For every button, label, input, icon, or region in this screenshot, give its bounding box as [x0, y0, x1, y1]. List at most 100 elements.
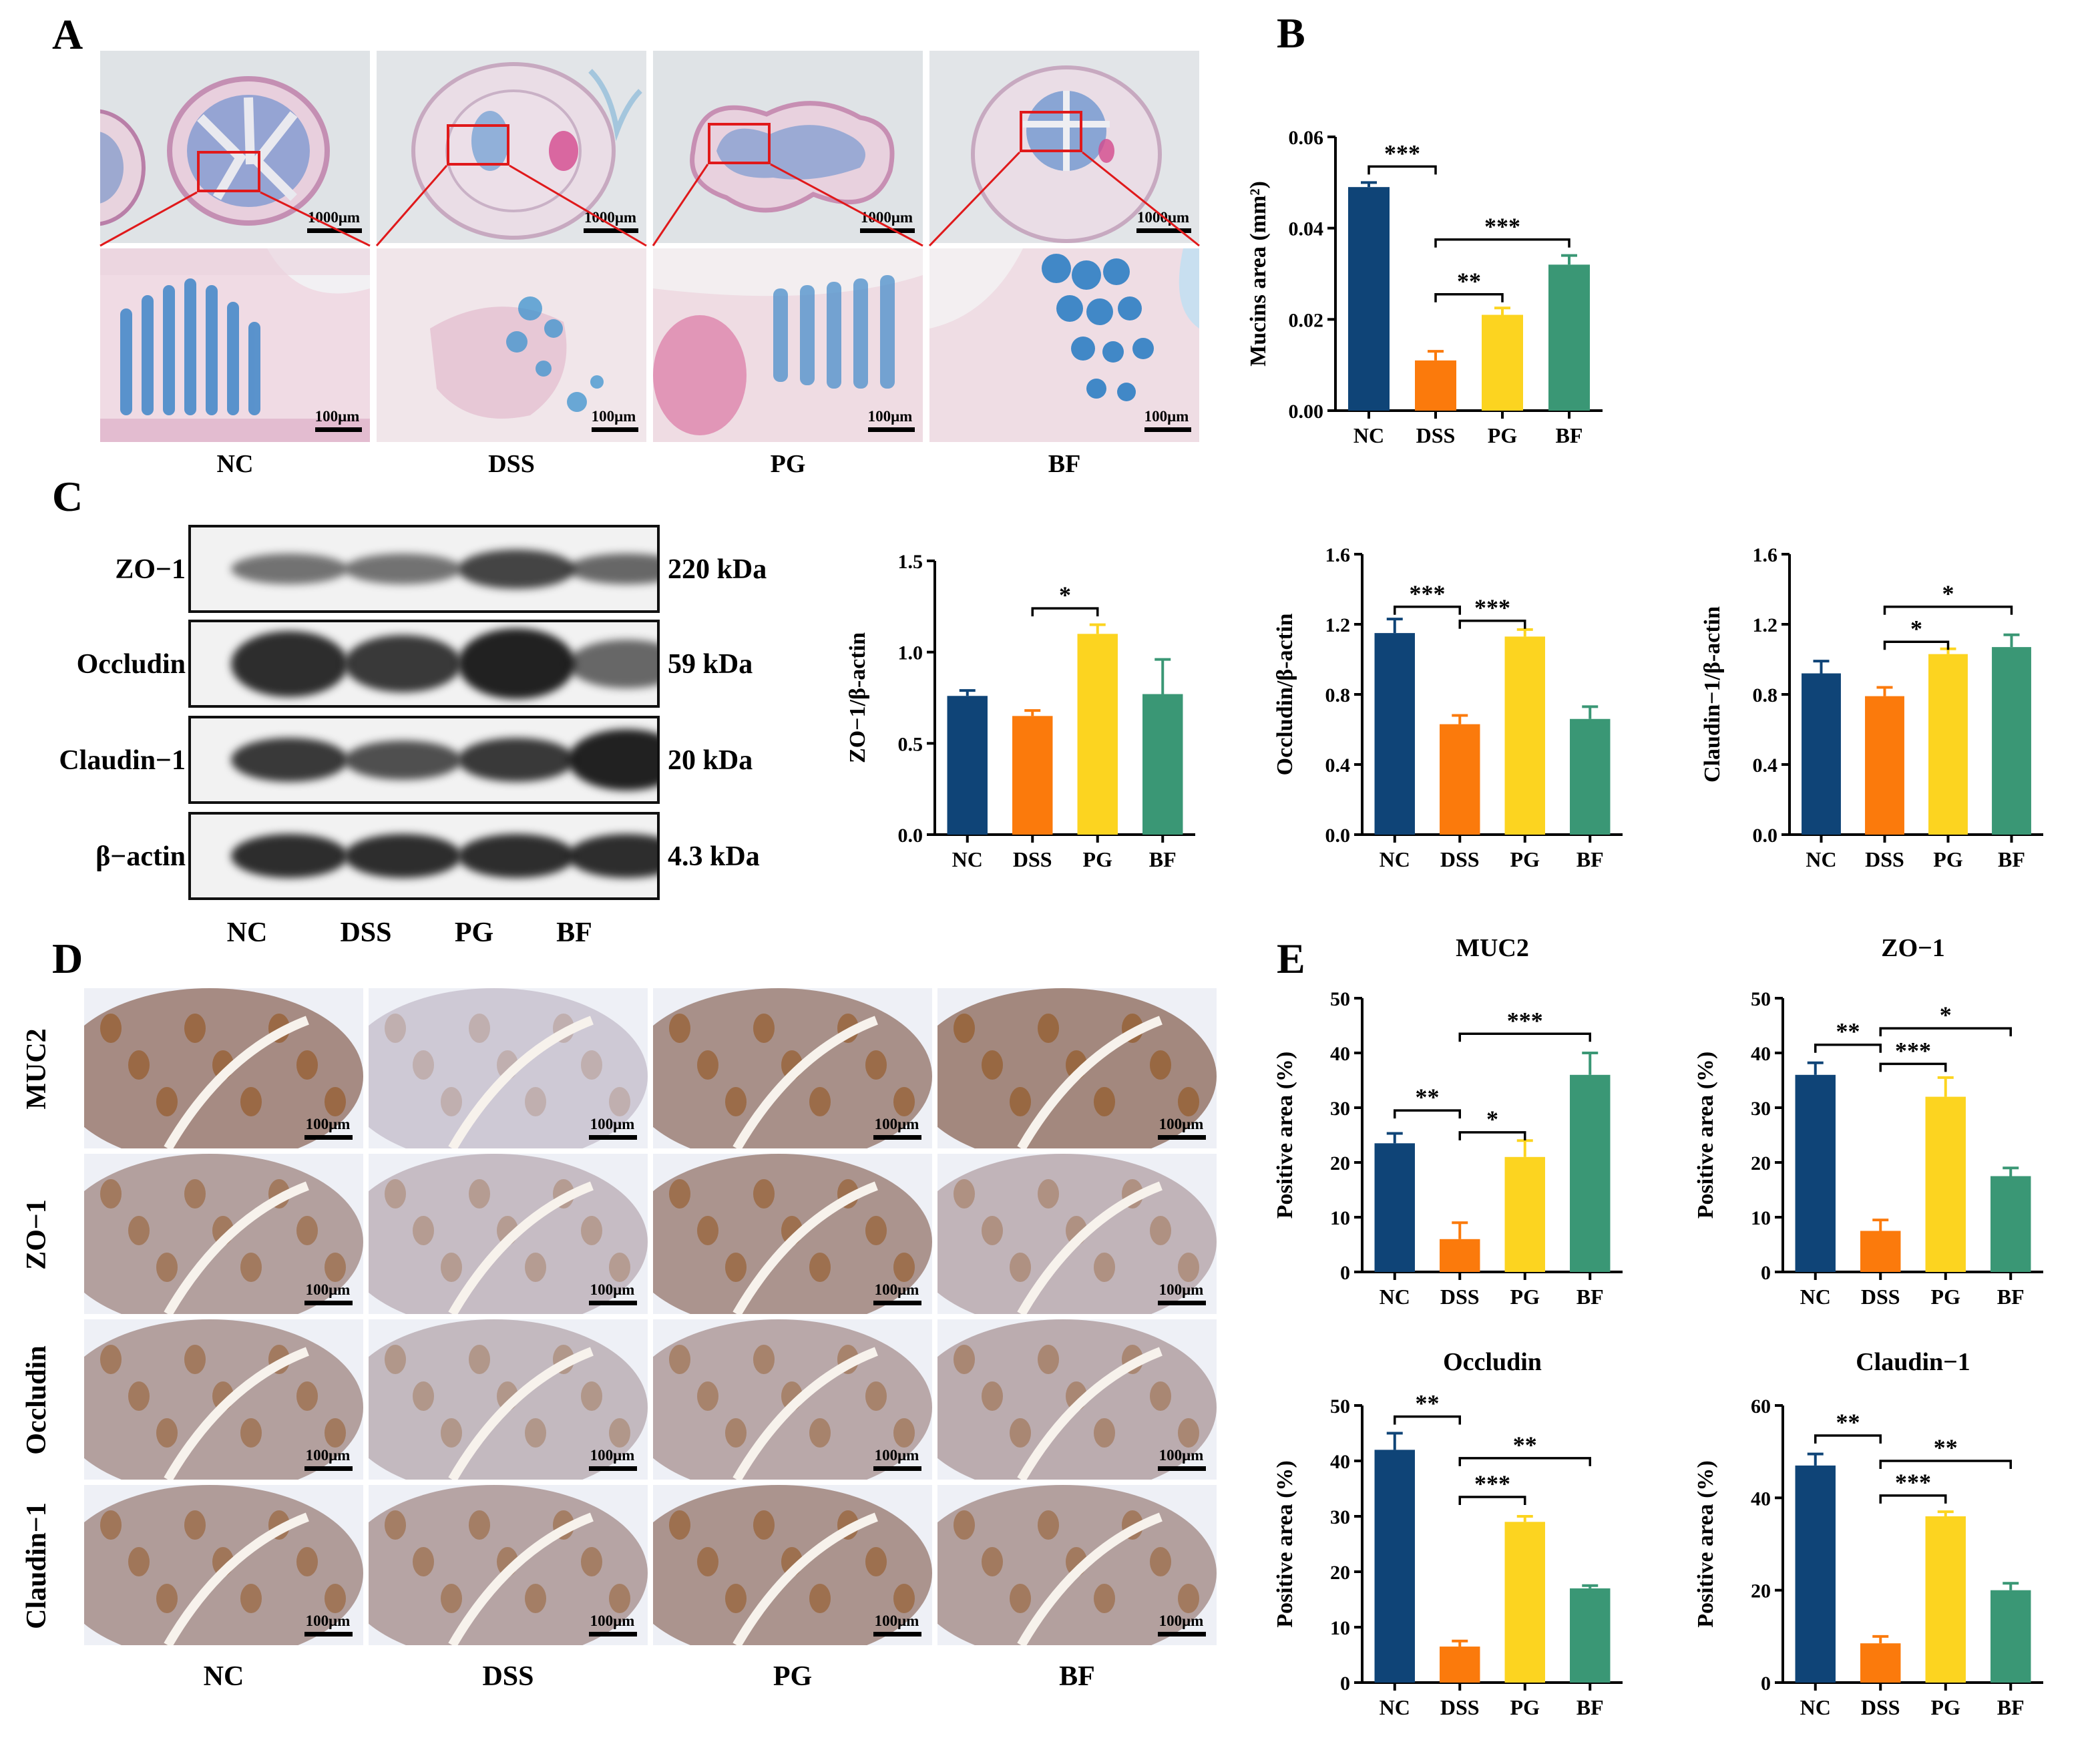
- x-tick-label-pg: PG: [1510, 1285, 1540, 1309]
- y-tick-label: 0: [1340, 1673, 1350, 1695]
- ihc-tissue: [653, 1319, 932, 1480]
- ihc-gland: [128, 1547, 150, 1576]
- ihc-scale-bar: [873, 1135, 921, 1140]
- y-tick-label: 20: [1330, 1562, 1350, 1584]
- chart-title: Claudin−1: [1856, 1348, 1970, 1376]
- ihc-scale-bar: [1158, 1632, 1206, 1637]
- chart-title: Occludin: [1443, 1348, 1542, 1376]
- x-tick-label-bf: BF: [1577, 1695, 1604, 1719]
- ihc-scale-bar: [304, 1301, 353, 1305]
- ihc-lumen: [732, 1347, 878, 1480]
- ihc-gland: [413, 1547, 434, 1576]
- ihc-scale-label: 100μm: [874, 1612, 919, 1629]
- ihc-tissue: [84, 1319, 363, 1480]
- bar-dss: [1860, 1231, 1901, 1272]
- y-tick-label: 0: [1761, 1262, 1771, 1284]
- ihc-gland: [982, 1547, 1003, 1576]
- lane-label-nc: NC: [226, 917, 268, 948]
- ihc-gland: [809, 1418, 831, 1448]
- ihc-gland: [669, 1014, 690, 1043]
- significance-stars: *: [1942, 580, 1954, 607]
- ihc-gland: [296, 1050, 318, 1080]
- ihc-gland: [156, 1253, 178, 1282]
- y-tick-label: 0: [1340, 1262, 1350, 1284]
- significance-bracket: [1458, 620, 1526, 629]
- significance-bracket: [1031, 607, 1099, 617]
- micrograph-detail-dss: 100μm: [377, 248, 646, 442]
- blot-band: [458, 628, 575, 699]
- ihc-gland: [385, 1014, 406, 1043]
- y-tick-label: 0.4: [1325, 754, 1351, 777]
- x-tick-label-pg: PG: [1933, 847, 1963, 871]
- significance-bracket: [1368, 165, 1437, 175]
- ihc-gland: [865, 1216, 887, 1245]
- ihc-gland: [525, 1253, 546, 1282]
- ihc-gland: [954, 1179, 975, 1209]
- blot-band: [568, 834, 657, 878]
- x-tick-label-pg: PG: [1931, 1695, 1961, 1719]
- group-label-a-pg: PG: [770, 450, 806, 478]
- significance-bracket: [1458, 1131, 1526, 1140]
- bar-pg: [1504, 1522, 1545, 1683]
- y-tick-label: 1.2: [1325, 614, 1351, 636]
- blot-size-label-zo-1: 220 kDa: [668, 554, 767, 585]
- x-tick-label-dss: DSS: [1440, 1285, 1480, 1309]
- ihc-scale-label: 100μm: [305, 1281, 351, 1298]
- ihc-scale-bar: [1158, 1466, 1206, 1471]
- significance-stars: ***: [1484, 213, 1520, 240]
- ihc-gland: [954, 1014, 975, 1043]
- blot-protein-label-occludin: Occludin: [76, 649, 186, 680]
- y-axis-label: Positive area (%): [1273, 1052, 1297, 1219]
- x-tick-label-dss: DSS: [1865, 847, 1904, 871]
- significance-bracket: [1879, 1494, 1947, 1504]
- ihc-gland: [240, 1584, 262, 1613]
- scale-bar-detail-nc: [315, 427, 362, 432]
- ihc-gland: [469, 1179, 490, 1209]
- chart-b-mucins-area: 0.00 0.02 0.04 0.06 Mucins area (mm²) NC DSS PG…: [1246, 127, 1603, 447]
- ihc-scale-bar: [589, 1135, 637, 1140]
- ihc-gland: [1150, 1381, 1171, 1411]
- bar-pg: [1925, 1516, 1966, 1683]
- zoom-connector-lines: [99, 151, 1200, 247]
- significance-bracket: [1458, 1457, 1591, 1466]
- ihc-gland: [581, 1216, 602, 1245]
- blot-strip-actin: [188, 812, 660, 900]
- ihc-gland: [893, 1418, 915, 1448]
- ihc-gland: [753, 1179, 775, 1209]
- ihc-gland: [385, 1179, 406, 1209]
- ihc-tissue: [937, 1154, 1217, 1314]
- ihc-lumen: [732, 1512, 878, 1645]
- y-tick-label: 40: [1751, 1488, 1771, 1510]
- y-tick-label: 0.06: [1289, 127, 1324, 149]
- bar-dss: [1012, 716, 1053, 835]
- bar-dss: [1440, 1239, 1480, 1272]
- significance-bracket: [1883, 606, 2013, 615]
- ihc-gland: [385, 1345, 406, 1374]
- significance-bracket: [1458, 1032, 1591, 1042]
- ihc-lumen: [164, 1016, 309, 1148]
- y-tick-label: 0.8: [1325, 684, 1351, 706]
- significance-stars: ***: [1410, 580, 1446, 607]
- ihc-gland: [325, 1253, 346, 1282]
- blot-band: [458, 738, 575, 782]
- y-tick-label: 1.6: [1753, 544, 1778, 566]
- ihc-gland: [469, 1510, 490, 1540]
- ihc-micrograph-occludin-bf: 100μm: [937, 1319, 1217, 1480]
- blot-band: [458, 549, 575, 589]
- blot-band: [345, 740, 461, 780]
- y-tick-label: 0.02: [1289, 309, 1324, 331]
- ihc-micrograph-occludin-pg: 100μm: [653, 1319, 932, 1480]
- ihc-gland: [413, 1216, 434, 1245]
- ihc-lumen: [164, 1181, 309, 1314]
- bar-pg: [1504, 636, 1545, 835]
- ihc-gland: [581, 1381, 602, 1411]
- blot-protein-label-actin: β−actin: [95, 841, 186, 872]
- ihc-gland: [865, 1547, 887, 1576]
- y-axis-label: Mucins area (mm²): [1246, 181, 1271, 367]
- bar-nc: [1374, 1450, 1415, 1683]
- bar-nc: [1802, 673, 1841, 835]
- ihc-scale-label: 100μm: [1159, 1281, 1204, 1298]
- ihc-scale-label: 100μm: [1159, 1612, 1204, 1629]
- ihc-gland: [184, 1179, 206, 1209]
- significance-bracket: [1394, 1109, 1461, 1119]
